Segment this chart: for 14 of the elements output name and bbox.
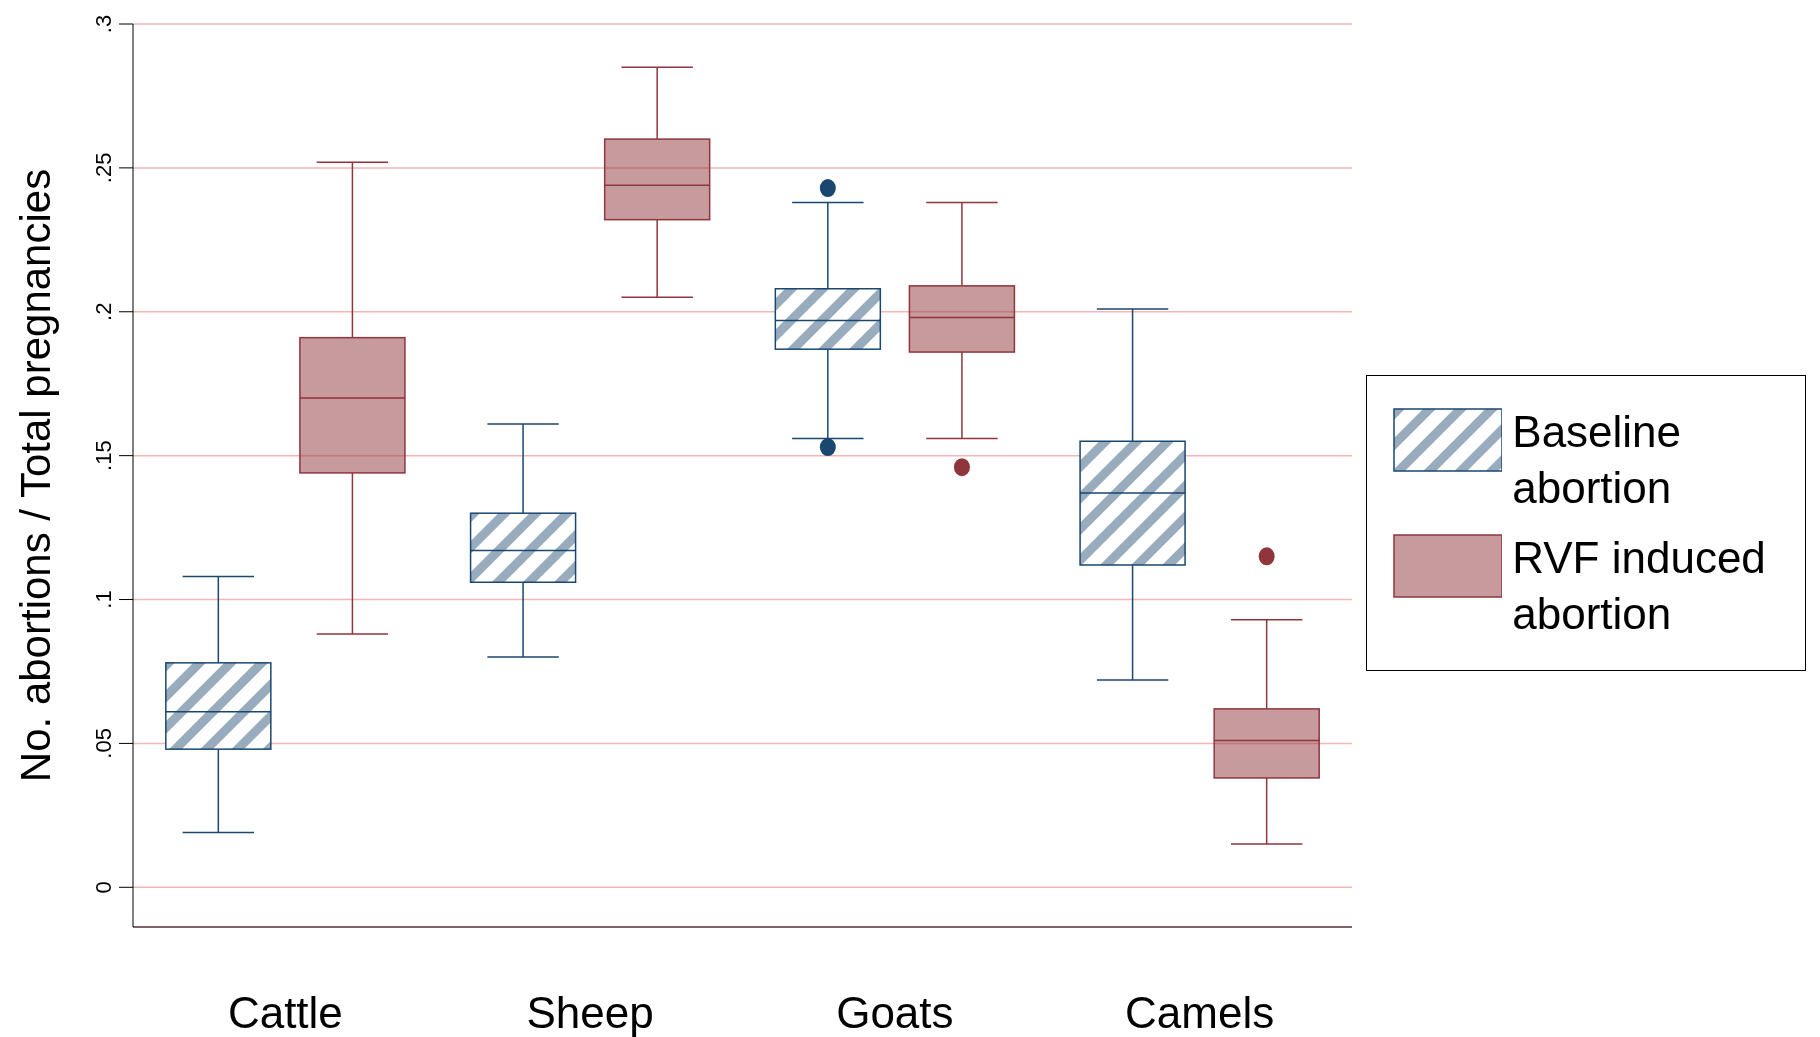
y-tick-label: .15 <box>91 440 116 471</box>
legend-label: RVF induced abortion <box>1512 531 1767 640</box>
y-tick-label: .3 <box>91 14 116 34</box>
y-tick-label: .05 <box>91 728 116 759</box>
x-tick-label: Goats <box>836 988 954 1037</box>
y-tick-label: .25 <box>91 152 116 184</box>
x-tick-label: Camels <box>1125 988 1275 1037</box>
x-tick-label: Sheep <box>526 988 654 1037</box>
y-tick-label: .1 <box>91 590 116 609</box>
y-tick-label: .2 <box>91 302 116 321</box>
x-tick-label: Cattle <box>227 988 343 1037</box>
y-tick-label: 0 <box>91 881 116 894</box>
y-axis-title: No. abortions / Total pregnancies <box>11 168 59 783</box>
text: Baseline abortion <box>1512 405 1683 514</box>
